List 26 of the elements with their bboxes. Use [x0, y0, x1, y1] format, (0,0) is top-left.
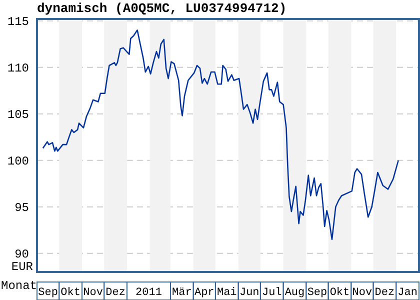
x-tick-label: Apr	[194, 287, 214, 299]
x-tick-label: Mär	[172, 287, 192, 299]
line-series	[42, 30, 399, 240]
y-tick-label: 105	[7, 108, 29, 122]
y-axis-title: EUR	[11, 260, 33, 274]
x-tick-label: Jan	[398, 287, 418, 299]
x-tick-label: Okt	[60, 287, 80, 299]
x-axis-title: Monat	[1, 279, 38, 293]
x-tick-label: Jun	[239, 287, 260, 299]
x-tick-label: Sep	[307, 287, 328, 299]
y-tick-label: 100	[7, 154, 29, 169]
y-tick-label: 115	[7, 15, 29, 30]
y-tick-label: 90	[14, 248, 29, 262]
y-tick-label: 110	[7, 62, 29, 76]
x-tick-label: 2011	[136, 287, 162, 299]
x-tick-label: Nov	[352, 287, 373, 299]
x-tick-label: Dez	[374, 287, 395, 299]
x-tick-label: Nov	[83, 287, 104, 299]
x-tick-label: Dez	[106, 287, 126, 299]
x-tick-label: Jul	[262, 287, 282, 299]
x-tick-label: Aug	[284, 287, 305, 299]
x-tick-label: Mai	[216, 287, 238, 299]
x-tick-label: Sep	[38, 287, 58, 299]
x-tick-label: Okt	[330, 287, 350, 299]
chart-title: dynamisch (A0Q5MC, LU0374994712)	[37, 1, 287, 16]
y-tick-label: 95	[14, 201, 29, 216]
